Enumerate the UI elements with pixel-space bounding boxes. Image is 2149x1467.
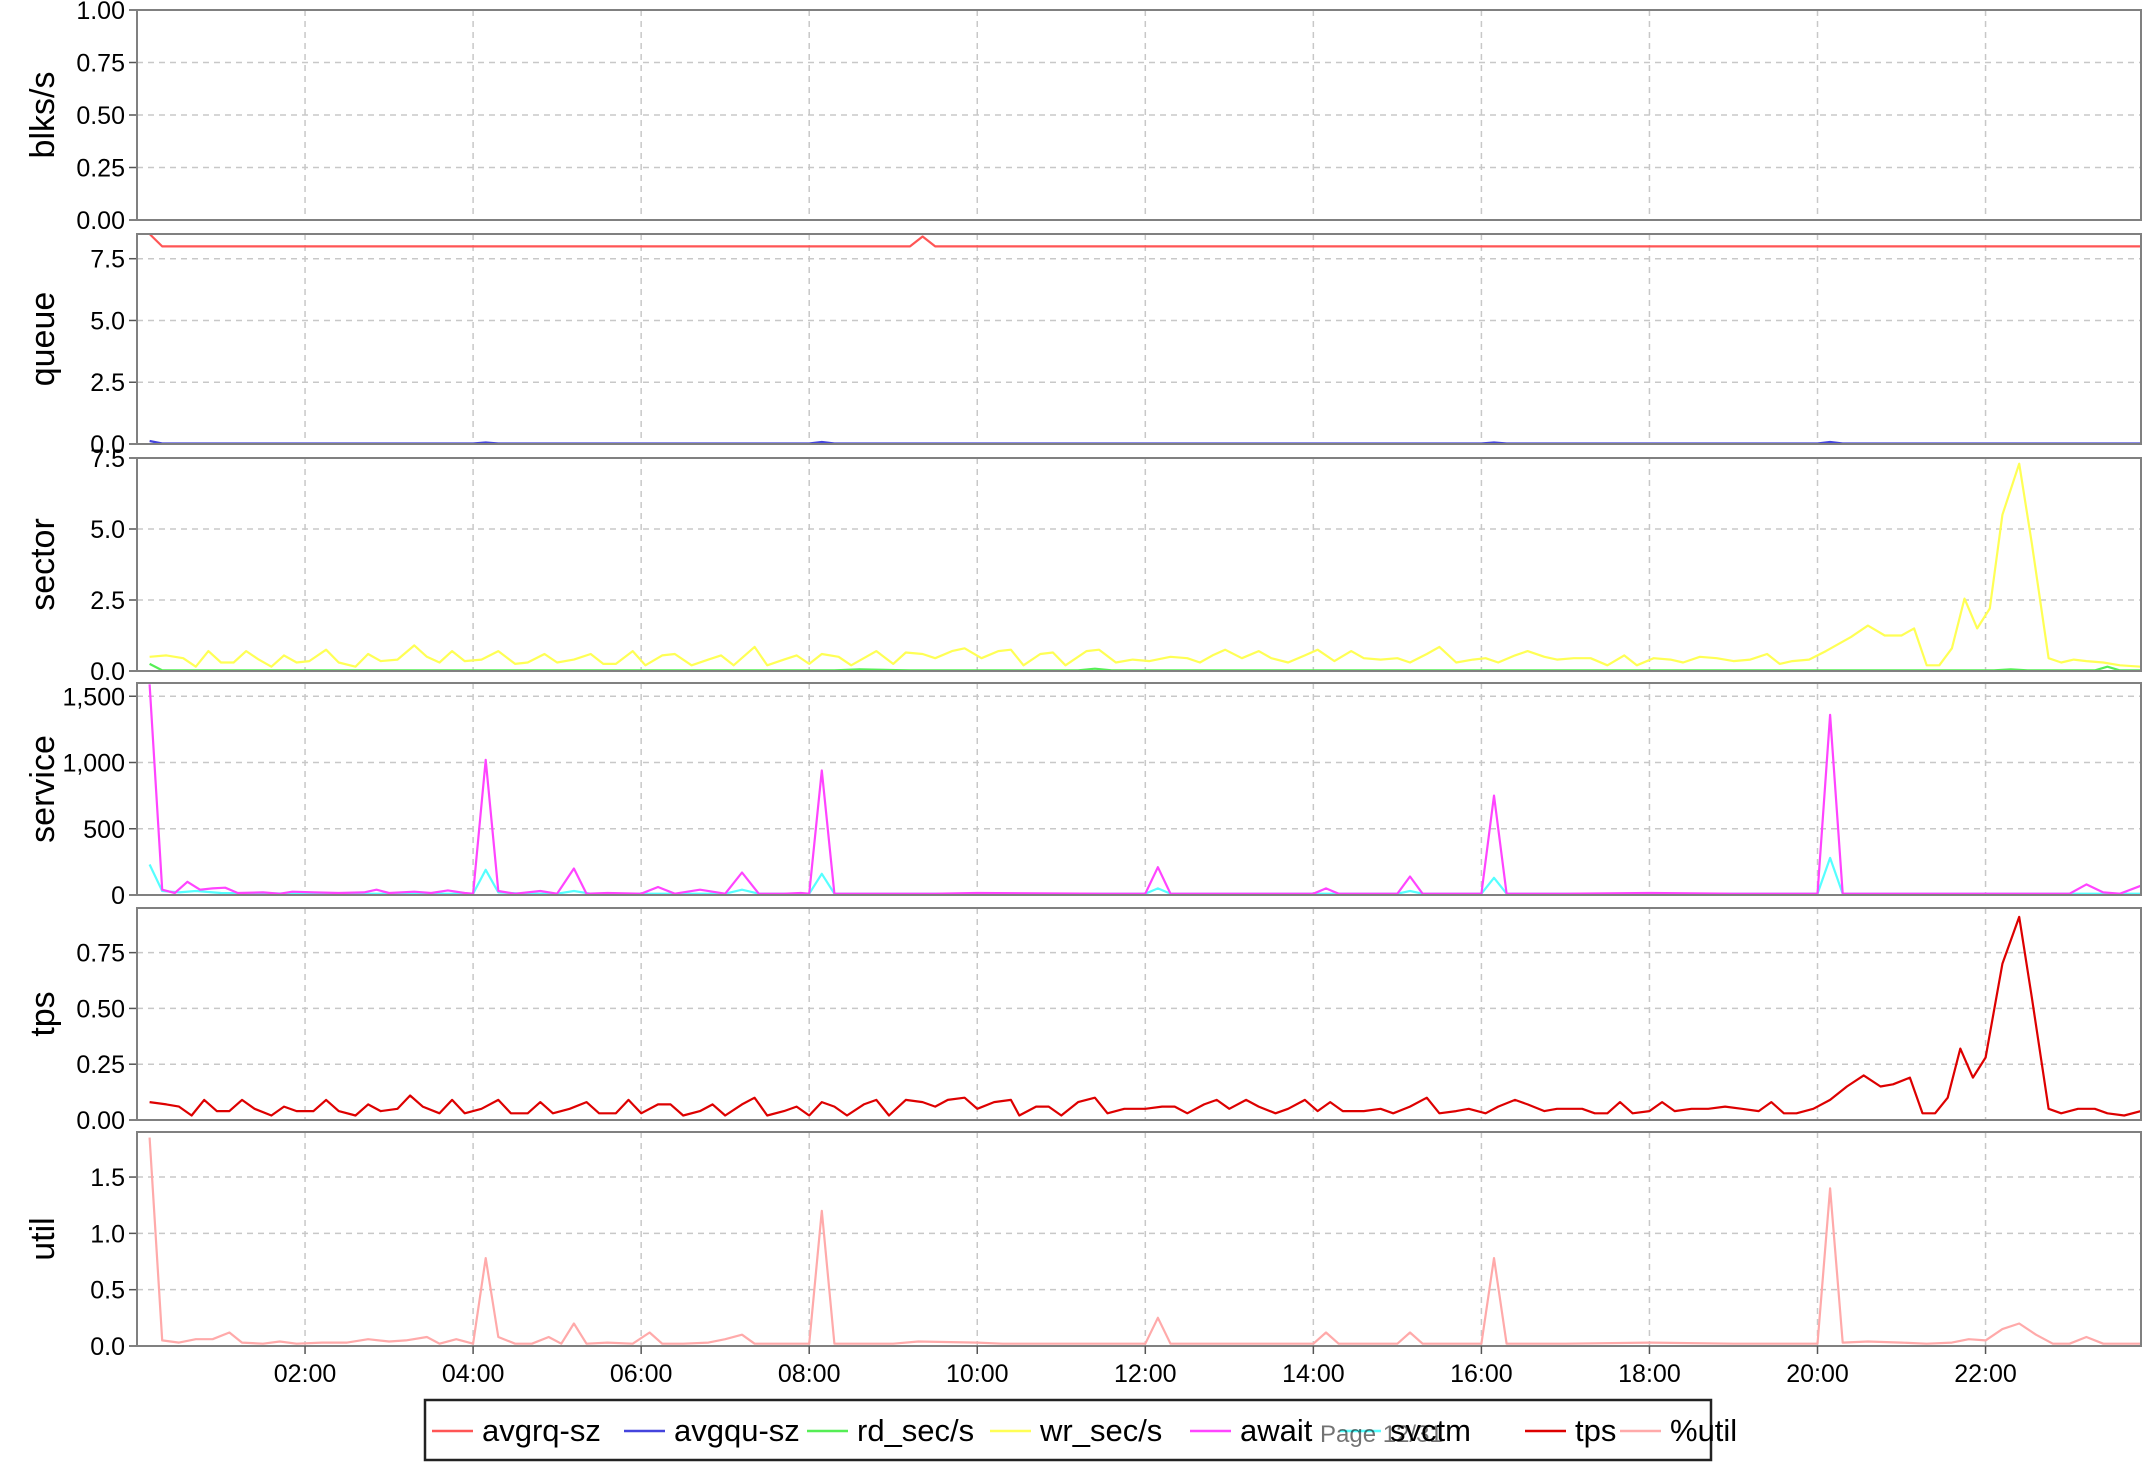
plot-frame: [136, 907, 2142, 1121]
y-tick-label: 0.0: [90, 658, 125, 686]
y-tick-label: 1,500: [62, 683, 125, 711]
x-tick-label: 08:00: [778, 1360, 841, 1388]
y-tick-label: 0.00: [76, 207, 125, 235]
series-line-tps: [149, 915, 2142, 1117]
plot-frame: [136, 457, 2142, 672]
x-tick-label: 18:00: [1618, 1360, 1681, 1388]
y-tick-label: 0: [111, 882, 125, 910]
legend-entry: rd_sec/s: [857, 1413, 974, 1448]
plot-frame: [136, 1131, 2142, 1347]
y-axis-label: service: [24, 735, 62, 843]
x-tick-label: 06:00: [610, 1360, 673, 1388]
x-tick-label: 20:00: [1786, 1360, 1849, 1388]
legend-entry: wr_sec/s: [1039, 1413, 1162, 1448]
y-tick-label: 1.0: [90, 1220, 125, 1248]
legend-entry: svctm: [1390, 1413, 1471, 1448]
x-tick-label: 22:00: [1954, 1360, 2017, 1388]
x-tick-label: 16:00: [1450, 1360, 1513, 1388]
y-tick-label: 0.50: [76, 995, 125, 1023]
y-axis-label: queue: [24, 292, 62, 387]
y-tick-label: 0.75: [76, 50, 125, 78]
x-tick-label: 04:00: [442, 1360, 505, 1388]
x-tick-label: 10:00: [946, 1360, 1009, 1388]
y-tick-label: 5.0: [90, 516, 125, 544]
legend-entry: tps: [1575, 1413, 1616, 1448]
series-line-avgrq-sz: [148, 233, 2141, 248]
y-tick-label: 0.75: [76, 940, 125, 968]
y-axis-label: sector: [24, 518, 62, 611]
y-tick-label: 2.5: [90, 587, 125, 615]
y-tick-label: 0.50: [76, 102, 125, 130]
y-tick-label: 0.25: [76, 155, 125, 183]
y-tick-label: 0.25: [76, 1051, 125, 1079]
y-tick-label: 7.5: [90, 445, 125, 473]
series-line-wr-sec-s: [149, 462, 2142, 668]
y-tick-label: 1,000: [62, 750, 125, 778]
y-tick-label: 500: [83, 816, 125, 844]
y-tick-label: 1.00: [76, 0, 125, 25]
legend-entry: %util: [1670, 1413, 1737, 1448]
y-tick-label: 0.0: [90, 1333, 125, 1361]
y-axis-label: tps: [24, 991, 62, 1036]
y-tick-label: 2.5: [90, 369, 125, 397]
series-line-await: [148, 684, 2142, 895]
y-tick-label: 1.5: [90, 1164, 125, 1192]
y-axis-label: blks/s: [24, 72, 62, 159]
plot-frame: [136, 9, 2142, 221]
y-axis-label: util: [24, 1217, 62, 1260]
x-tick-label: 14:00: [1282, 1360, 1345, 1388]
legend-entry: avgqu-sz: [674, 1413, 800, 1448]
y-tick-label: 0.00: [76, 1107, 125, 1135]
x-tick-label: 12:00: [1114, 1360, 1177, 1388]
series-line--util: [148, 1137, 2141, 1345]
x-tick-label: 02:00: [274, 1360, 337, 1388]
legend-entry: avgrq-sz: [482, 1413, 601, 1448]
page-indicator: Page 12/31: [1320, 1421, 1443, 1448]
y-tick-label: 7.5: [90, 246, 125, 274]
plot-frame: [136, 233, 2142, 445]
legend-entry: await: [1240, 1413, 1313, 1448]
y-tick-label: 0.0: [90, 431, 125, 459]
y-tick-label: 0.5: [90, 1277, 125, 1305]
plot-frame: [136, 682, 2142, 896]
y-tick-label: 5.0: [90, 307, 125, 335]
